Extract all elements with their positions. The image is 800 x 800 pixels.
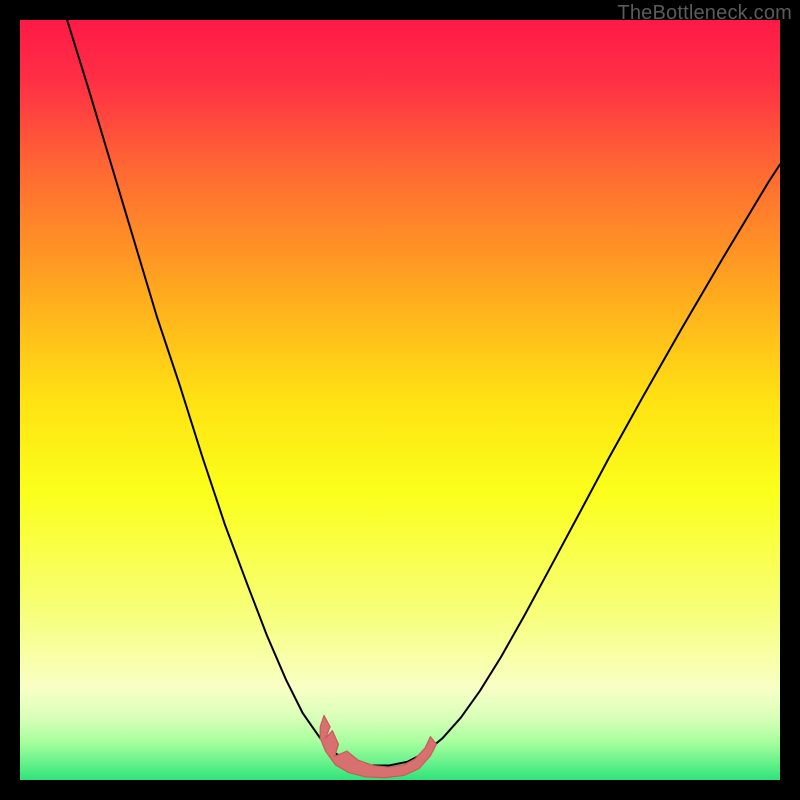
bottleneck-curve [67, 20, 780, 766]
watermark-label: TheBottleneck.com [617, 2, 792, 25]
bottom-marker-lobe [320, 715, 436, 777]
plot-area [20, 20, 780, 780]
plot-svg [20, 20, 780, 780]
chart-frame: TheBottleneck.com [0, 0, 800, 800]
